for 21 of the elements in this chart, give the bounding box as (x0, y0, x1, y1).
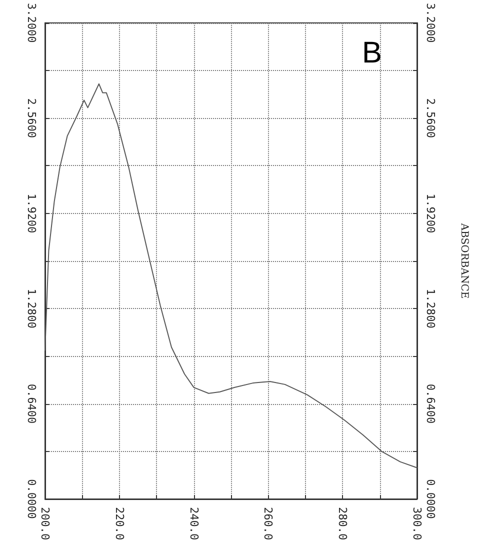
x-tick-label: 240.0 (187, 507, 200, 540)
x-tick-label: 220.0 (112, 507, 126, 540)
x-tick-label: 200.0 (38, 507, 52, 540)
y2-tick-label: 1.2800 (424, 288, 437, 328)
y-tick-label: 2.5600 (25, 98, 38, 138)
annotation: B (362, 36, 382, 70)
y-tick-label: 1.9200 (25, 193, 38, 234)
y-tick-label: 0.6400 (25, 384, 38, 424)
y-tick-label: 0.0000 (25, 479, 38, 519)
y2-axis-title: ABSORBANCE (458, 222, 470, 299)
y2-tick-label: 1.9200 (424, 193, 437, 234)
x-tick-label: 300.0 (410, 507, 424, 540)
y-tick-label: 3.2000 (25, 2, 38, 43)
y2-tick-label: 3.2000 (424, 2, 437, 43)
y-tick-label: 1.2800 (25, 288, 38, 328)
y2-tick-label: 0.0000 (424, 479, 437, 519)
x-tick-label: 260.0 (262, 507, 275, 540)
y2-tick-label: 2.5600 (424, 98, 437, 138)
line-series (44, 83, 418, 468)
y2-tick-label: 0.6400 (424, 384, 437, 424)
x-tick-label: 280.0 (336, 507, 350, 540)
